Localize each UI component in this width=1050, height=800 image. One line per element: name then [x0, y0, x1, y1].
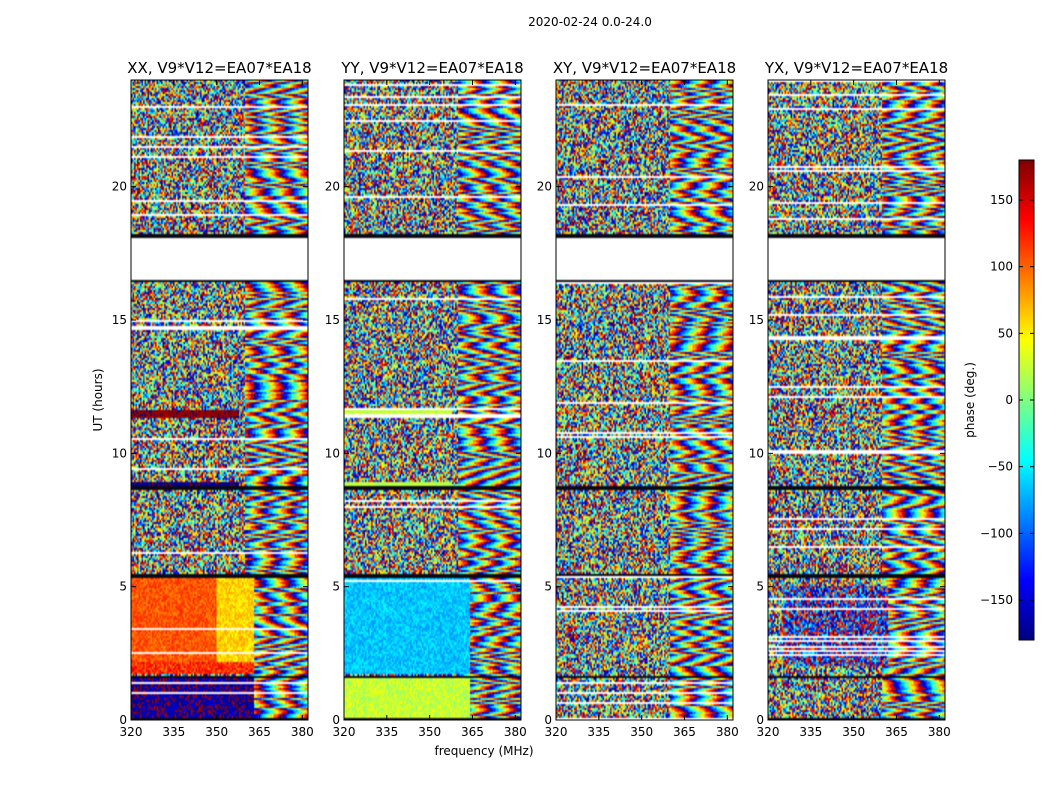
colorbar-label: phase (deg.) — [963, 362, 977, 438]
y-tick-label: 0 — [332, 713, 340, 727]
y-tick-label: 15 — [325, 313, 340, 327]
panel-2: YY, V9*V12=EA07*EA18 320 335 350 365 380 0 5 10 1… — [325, 59, 527, 739]
colorbar-tick-label: 150 — [990, 193, 1013, 207]
colorbar-tick-label: −150 — [980, 593, 1013, 607]
colorbar-tick-label: −50 — [988, 460, 1013, 474]
x-tick-label: 350 — [418, 725, 441, 739]
panels: XX, V9*V12=EA07*EA18 320 335 350 365 380 0 5 10 1… — [112, 59, 951, 739]
x-tick-label: 350 — [205, 725, 228, 739]
panel-2-title: YY, V9*V12=EA07*EA18 — [340, 59, 523, 77]
y-tick-label: 5 — [544, 580, 552, 594]
x-tick-label: 365 — [885, 725, 908, 739]
panel-3-title: XY, V9*V12=EA07*EA18 — [553, 59, 736, 77]
y-tick-label: 10 — [112, 446, 127, 460]
x-tick-label: 365 — [673, 725, 696, 739]
y-tick-label: 5 — [756, 580, 764, 594]
y-tick-label: 15 — [112, 313, 127, 327]
x-tick-label: 335 — [587, 725, 610, 739]
y-tick-label: 0 — [119, 713, 127, 727]
panel-1: XX, V9*V12=EA07*EA18 320 335 350 365 380 0 5 10 1… — [112, 59, 314, 739]
colorbar-tick-label: −100 — [980, 526, 1013, 540]
x-tick-label: 320 — [120, 725, 143, 739]
y-tick-label: 20 — [325, 180, 340, 194]
x-axis-label: frequency (MHz) — [434, 744, 533, 758]
y-axis-label: UT (hours) — [91, 368, 105, 431]
panel-1-title: XX, V9*V12=EA07*EA18 — [127, 59, 311, 77]
y-tick-label: 0 — [544, 713, 552, 727]
y-tick-label: 0 — [756, 713, 764, 727]
panel-2-frame — [343, 79, 522, 721]
x-tick-label: 320 — [757, 725, 780, 739]
panel-1-frame — [130, 79, 309, 721]
x-tick-label: 380 — [716, 725, 739, 739]
x-tick-label: 365 — [248, 725, 271, 739]
panel-3: XY, V9*V12=EA07*EA18 320 335 350 365 380 0 5 10 1… — [537, 59, 739, 739]
x-tick-label: 350 — [630, 725, 653, 739]
x-tick-label: 365 — [461, 725, 484, 739]
colorbar-tick-label: 0 — [1005, 393, 1013, 407]
figure-title: 2020-02-24 0.0-24.0 — [528, 15, 652, 29]
panel-3-frame — [555, 79, 734, 721]
y-tick-label: 15 — [537, 313, 552, 327]
x-tick-label: 350 — [842, 725, 865, 739]
colorbar-tick-label: 50 — [998, 326, 1013, 340]
y-tick-label: 20 — [112, 180, 127, 194]
y-tick-label: 5 — [332, 580, 340, 594]
y-tick-label: 10 — [749, 446, 764, 460]
y-tick-label: 20 — [749, 180, 764, 194]
x-tick-label: 380 — [928, 725, 951, 739]
panel-3-heatmap — [556, 80, 733, 720]
x-tick-label: 335 — [375, 725, 398, 739]
panel-4-heatmap — [768, 80, 945, 720]
colorbar: 150 100 50 0 −50 −100 −150 — [980, 159, 1035, 641]
x-tick-label: 335 — [799, 725, 822, 739]
panel-4-frame — [767, 79, 946, 721]
panel-4-title: YX, V9*V12=EA07*EA18 — [764, 59, 948, 77]
panel-4: YX, V9*V12=EA07*EA18 320 335 350 365 380 0 5 10 1… — [749, 59, 951, 739]
panel-1-heatmap — [131, 80, 308, 720]
y-tick-label: 15 — [749, 313, 764, 327]
y-tick-label: 5 — [119, 580, 127, 594]
y-tick-label: 10 — [325, 446, 340, 460]
x-tick-label: 380 — [291, 725, 314, 739]
y-tick-label: 20 — [537, 180, 552, 194]
x-tick-label: 335 — [162, 725, 185, 739]
panel-2-heatmap — [344, 80, 521, 720]
x-tick-label: 320 — [333, 725, 356, 739]
y-tick-label: 10 — [537, 446, 552, 460]
x-tick-label: 380 — [504, 725, 527, 739]
x-tick-label: 320 — [545, 725, 568, 739]
colorbar-tick-label: 100 — [990, 260, 1013, 274]
